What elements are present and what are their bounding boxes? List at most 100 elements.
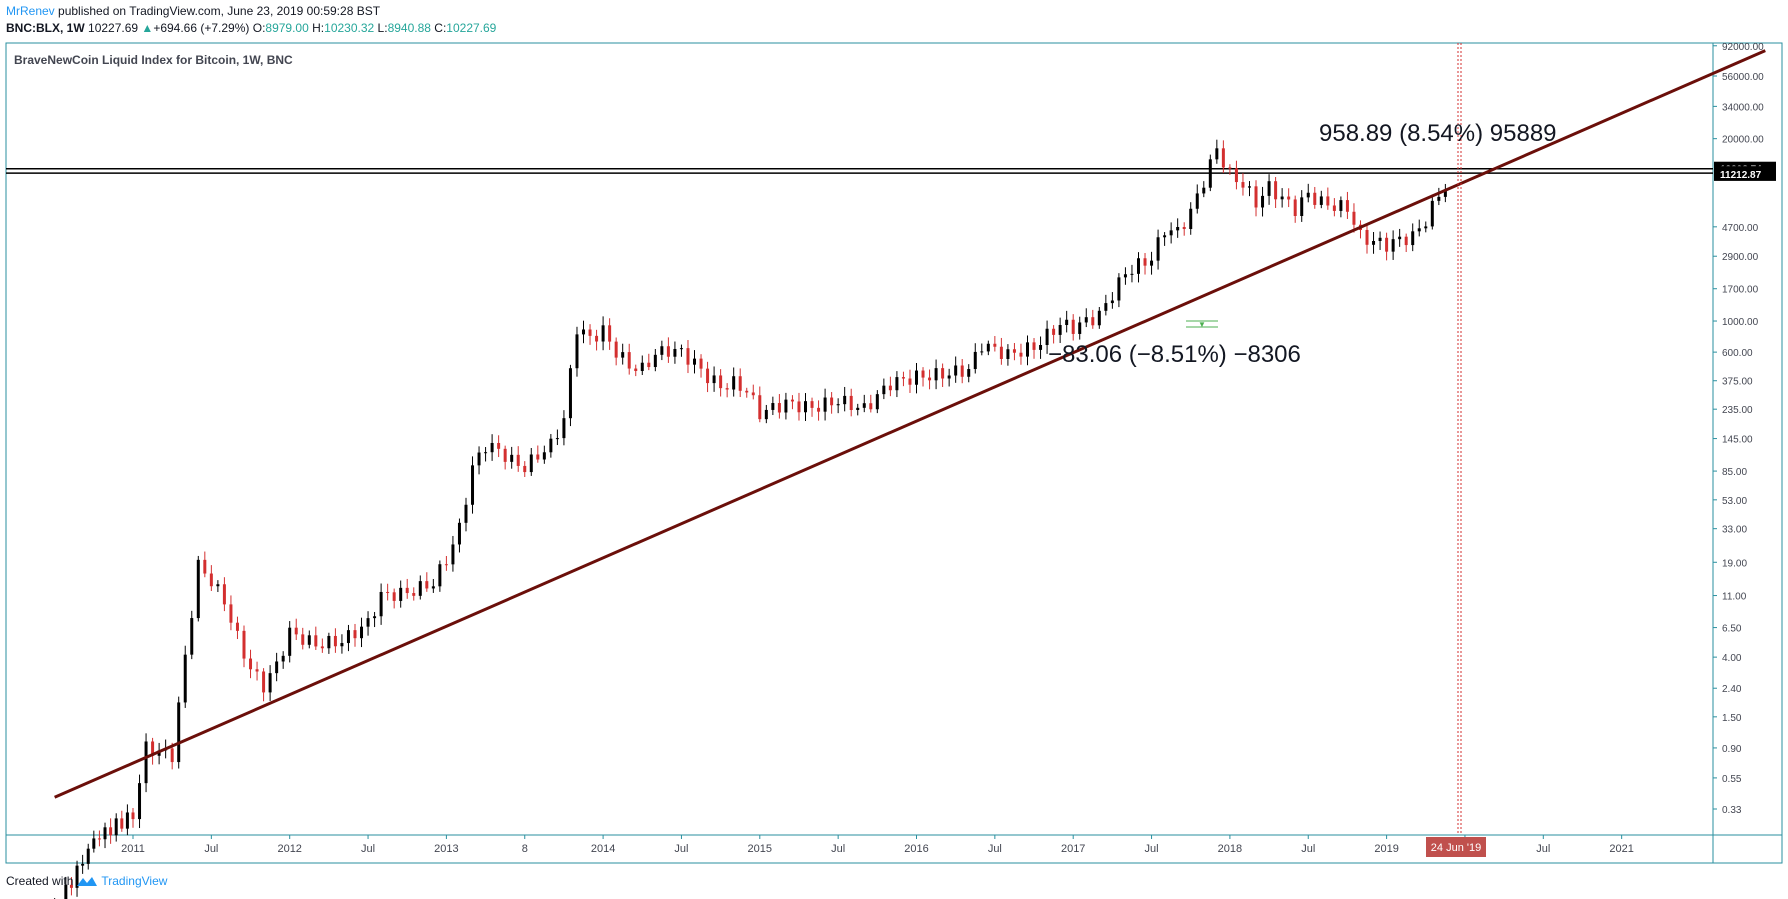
- candle-body: [216, 584, 220, 587]
- candle-body: [1130, 273, 1134, 275]
- measure-marker[interactable]: ▼: [1186, 320, 1218, 329]
- candle-body: [895, 377, 899, 391]
- candle-body: [177, 702, 181, 763]
- candle-body: [595, 335, 599, 342]
- y-tick-label: 235.00: [1722, 405, 1753, 416]
- y-tick-label: 11.00: [1722, 592, 1747, 603]
- candle-body: [86, 848, 90, 864]
- tradingview-link[interactable]: TradingView: [101, 874, 168, 888]
- candle-body: [706, 368, 710, 384]
- high-label: H:: [312, 21, 325, 35]
- candle-body: [804, 401, 808, 413]
- x-tick-label: Jul: [361, 843, 375, 855]
- candle-body: [1104, 303, 1108, 311]
- candle-body: [314, 635, 318, 647]
- author-link[interactable]: MrRenev: [6, 4, 55, 18]
- x-tick-label: Jul: [204, 843, 218, 855]
- candle-body: [653, 354, 657, 368]
- candle-body: [901, 377, 905, 379]
- candle-body: [503, 448, 507, 462]
- candle-body: [262, 671, 266, 693]
- candle-body: [1006, 349, 1010, 359]
- y-tick-label: 34000.00: [1722, 102, 1764, 113]
- candle-body: [1443, 190, 1447, 197]
- trendline-segment[interactable]: [54, 49, 1766, 799]
- candle-body: [1241, 182, 1245, 188]
- candle-body: [92, 838, 96, 849]
- y-tick-label: 1700.00: [1722, 285, 1759, 296]
- candle-body: [1150, 260, 1154, 266]
- candle-body: [875, 394, 879, 410]
- footer: Created with TradingView: [6, 874, 167, 888]
- candle-body: [431, 586, 435, 589]
- close-value: 10227.69: [446, 21, 497, 35]
- x-tick-label: 2018: [1218, 843, 1242, 855]
- candle-body: [640, 362, 644, 372]
- candle-body: [138, 783, 142, 820]
- candle-body: [836, 404, 840, 406]
- candle-body: [242, 630, 246, 659]
- candle-body: [725, 388, 729, 390]
- candle-body: [307, 635, 311, 645]
- candle-body: [170, 748, 174, 763]
- candle-body: [1097, 310, 1101, 326]
- candle-body: [908, 378, 912, 385]
- y-tick-label: 4700.00: [1722, 223, 1759, 234]
- candle-body: [457, 522, 461, 545]
- candle-body: [1398, 236, 1402, 240]
- candle-body: [941, 368, 945, 379]
- candle-body: [1019, 352, 1023, 357]
- candle-body: [183, 654, 187, 703]
- candle-body: [81, 863, 85, 866]
- x-tick-label: 2012: [277, 843, 301, 855]
- candle-body: [301, 634, 305, 645]
- y-tick-label: 4.00: [1722, 653, 1742, 664]
- last-price: 10227.69: [88, 21, 139, 35]
- annotation-lower[interactable]: −83.06 (−8.51%) −8306: [1048, 341, 1301, 368]
- horizontal-levels[interactable]: [6, 167, 1713, 174]
- candle-body: [497, 442, 501, 449]
- x-tick-label: 2017: [1061, 843, 1085, 855]
- candle-body: [1280, 196, 1284, 200]
- candle-body: [777, 403, 781, 413]
- candle-body: [888, 385, 892, 391]
- candle-body: [1052, 328, 1056, 335]
- price-badge-label: 11212.87: [1720, 170, 1762, 181]
- created-with-text: Created with: [6, 874, 74, 888]
- candle-body: [320, 646, 324, 649]
- candle-body: [1411, 231, 1415, 246]
- candle-body: [379, 591, 383, 617]
- candle-body: [1123, 274, 1127, 278]
- candle-body: [1084, 317, 1088, 323]
- trendline[interactable]: [54, 49, 1766, 799]
- candle-body: [784, 399, 788, 413]
- candle-body: [281, 655, 285, 662]
- candle-body: [980, 351, 984, 353]
- candle-body: [516, 454, 520, 466]
- y-tick-label: 19.00: [1722, 558, 1747, 569]
- candle-body: [1254, 186, 1258, 208]
- candle-body: [686, 348, 690, 365]
- annotation-upper[interactable]: 958.89 (8.54%) 95889: [1319, 120, 1557, 147]
- price-axis[interactable]: 92000.0056000.0034000.0020000.0012208.74…: [1713, 42, 1776, 816]
- time-axis[interactable]: 2011 Jul 2012 Jul 2013 8 2014 Jul 2015 Jul 2016 Jul…: [121, 835, 1634, 855]
- x-tick-label: Jul: [674, 843, 688, 855]
- candle-body: [986, 343, 990, 352]
- y-tick-label: 53.00: [1722, 496, 1747, 507]
- candle-body: [1039, 345, 1043, 350]
- candle-body: [399, 587, 403, 601]
- candle-body: [510, 454, 514, 462]
- candle-body: [249, 658, 253, 670]
- y-tick-label: 85.00: [1722, 467, 1747, 478]
- candle-body: [1391, 239, 1395, 252]
- candle-body: [1071, 319, 1075, 334]
- candle-body: [1267, 181, 1271, 196]
- y-tick-label: 56000.00: [1722, 72, 1764, 83]
- candle-body: [1136, 258, 1140, 274]
- candle-body: [745, 390, 749, 393]
- candle-body: [673, 348, 677, 357]
- candle-body: [451, 544, 455, 565]
- candle-body: [203, 559, 207, 574]
- candle-body: [1195, 193, 1199, 209]
